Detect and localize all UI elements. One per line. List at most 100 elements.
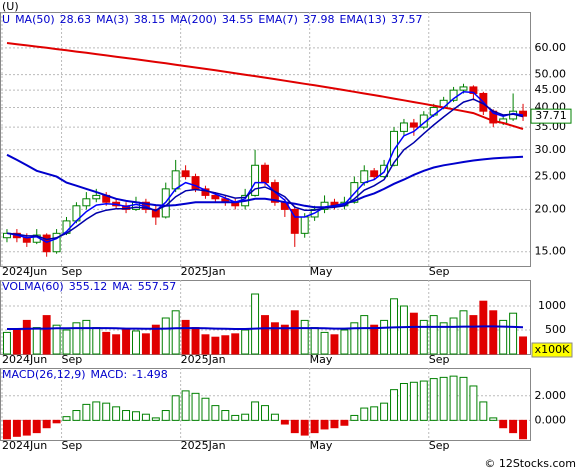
- legend-text: MA(200): [170, 13, 217, 26]
- bar: [82, 319, 91, 355]
- bar: [22, 319, 31, 355]
- bar: [12, 329, 21, 355]
- legend-text: 557.57: [138, 280, 177, 293]
- x-tick-label: Sep: [429, 265, 450, 278]
- x-tick-label: May: [310, 353, 333, 366]
- candle-body: [181, 170, 190, 178]
- y-tick-label: 500: [545, 323, 566, 336]
- bar: [419, 380, 428, 421]
- bar: [191, 327, 200, 355]
- bar: [519, 419, 528, 440]
- legend-text: 38.15: [134, 13, 166, 26]
- legend-text: U: [2, 13, 10, 26]
- bar: [122, 410, 131, 421]
- bar: [22, 419, 31, 436]
- bar: [360, 407, 369, 421]
- last-price-box: [530, 108, 572, 124]
- bar: [479, 300, 488, 355]
- y-tick-label: 30.00: [535, 143, 567, 156]
- legend-text: 37.98: [303, 13, 335, 26]
- candle-body: [261, 164, 269, 184]
- y-tick-label: 0.000: [535, 413, 567, 426]
- bar: [201, 397, 210, 421]
- bar: [489, 417, 498, 421]
- bar: [380, 319, 389, 355]
- bar: [310, 419, 319, 434]
- bar: [241, 413, 250, 421]
- candle-body: [360, 170, 369, 184]
- bar: [72, 410, 81, 421]
- x-tick-label: Sep: [429, 439, 450, 452]
- bar: [499, 319, 508, 355]
- bar: [340, 419, 349, 426]
- bar: [171, 395, 180, 421]
- y-tick-label: 1000: [538, 299, 566, 312]
- bar: [181, 390, 190, 421]
- candle-body: [52, 232, 61, 253]
- bar: [42, 315, 51, 355]
- x-tick-label: 2024Jun: [2, 265, 47, 278]
- bar: [449, 317, 458, 355]
- legend-text: EMA(13): [339, 13, 386, 26]
- bar: [161, 317, 170, 355]
- bar: [102, 331, 111, 355]
- bar: [112, 334, 121, 355]
- legend-text: MACD:: [91, 368, 128, 381]
- volume-ma-line: [7, 325, 524, 330]
- candle-body: [300, 216, 309, 234]
- bar: [12, 419, 21, 437]
- bar: [251, 293, 260, 355]
- bar: [132, 411, 140, 421]
- bar: [191, 392, 200, 421]
- x-tick-label: Sep: [62, 353, 83, 366]
- bar: [2, 331, 11, 355]
- candle-body: [409, 122, 418, 128]
- candle-body: [449, 89, 458, 101]
- bar: [161, 410, 170, 421]
- x-tick-label: May: [310, 265, 333, 278]
- y-tick-label: 20.00: [535, 202, 567, 215]
- y-tick-label: 15.00: [535, 245, 567, 258]
- bar: [300, 419, 309, 436]
- legend-text: -1.498: [132, 368, 167, 381]
- y-tick-label: 25.00: [535, 170, 567, 183]
- bar: [52, 324, 61, 355]
- bar: [231, 333, 240, 355]
- ma-line: [6, 153, 524, 209]
- x-tick-label: 2025Jan: [181, 353, 226, 366]
- bar: [459, 376, 468, 421]
- bar: [350, 322, 359, 355]
- bar: [469, 385, 478, 421]
- ma-line: [6, 91, 524, 244]
- bar: [290, 310, 299, 355]
- bar: [419, 319, 428, 355]
- bar: [171, 310, 180, 355]
- panel-frame: [0, 12, 531, 267]
- bar: [241, 329, 250, 355]
- bar: [141, 333, 150, 355]
- legend-text: 28.63: [60, 13, 92, 26]
- ticker: (U): [2, 0, 19, 13]
- bar: [330, 419, 339, 429]
- unit-box: [531, 342, 573, 358]
- bar: [479, 401, 488, 421]
- candle-body: [92, 194, 101, 200]
- bar: [459, 310, 468, 355]
- bar: [270, 413, 279, 421]
- bar: [92, 401, 101, 421]
- bar: [151, 417, 160, 421]
- legend-text: MA(3): [96, 13, 129, 26]
- candle-body: [82, 198, 91, 207]
- bar: [360, 315, 369, 355]
- bar: [62, 329, 71, 355]
- bar: [42, 419, 51, 429]
- bar: [370, 406, 379, 421]
- y-tick-label: 45.00: [535, 83, 567, 96]
- bar: [380, 402, 389, 421]
- legend-text: MACD(26,12,9): [2, 368, 86, 381]
- bar: [211, 336, 220, 355]
- bar: [221, 335, 230, 355]
- bar: [370, 324, 379, 355]
- bar: [429, 315, 438, 355]
